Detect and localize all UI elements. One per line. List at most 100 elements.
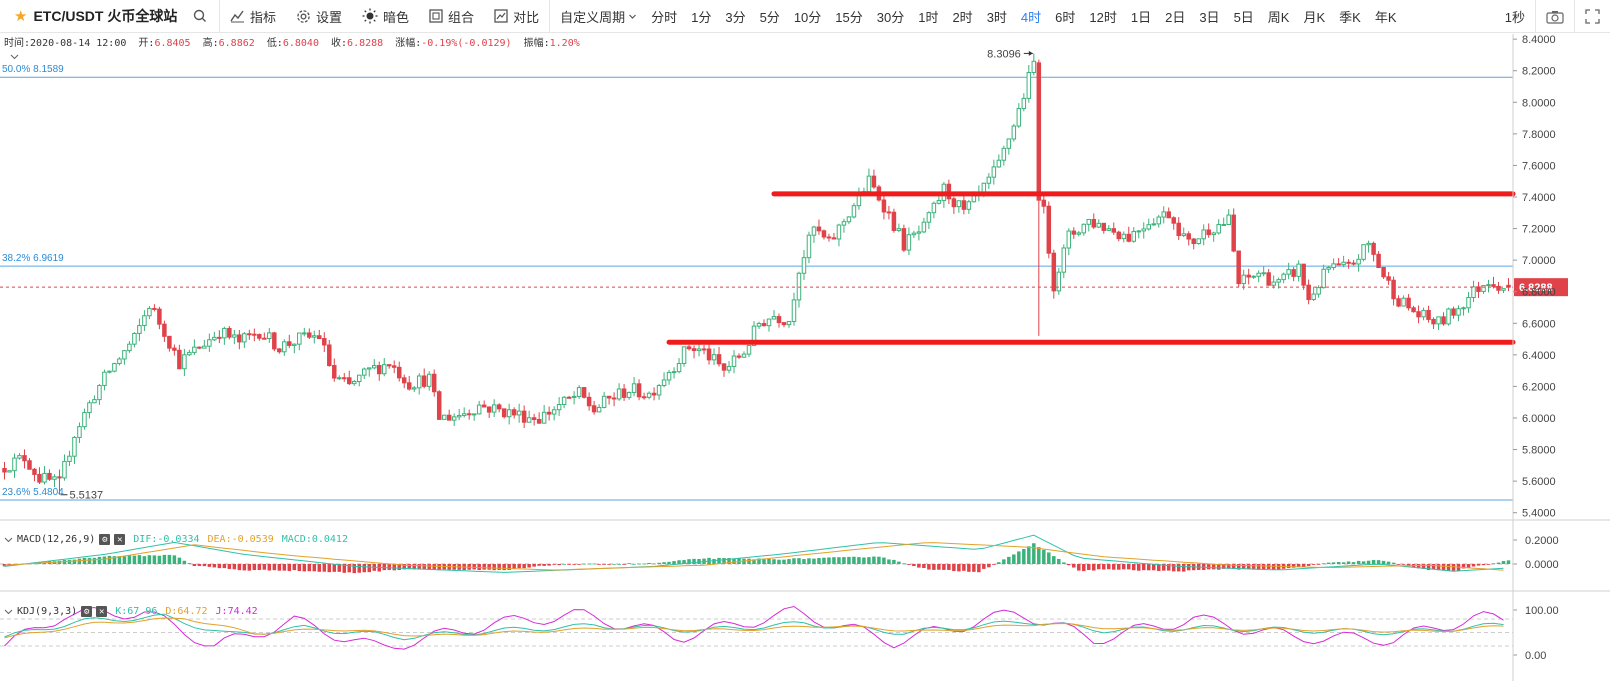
candle-body (1041, 199, 1047, 207)
dark-mode-button[interactable]: 暗色 (352, 0, 419, 33)
period-tab-10[interactable]: 4时 (1020, 9, 1042, 25)
candle-body (1286, 269, 1291, 275)
refresh-interval[interactable]: 1秒 (1495, 0, 1535, 33)
macd-settings-icon[interactable]: ⚙ (99, 534, 111, 545)
period-tab-15[interactable]: 3日 (1199, 9, 1220, 25)
search-button[interactable] (180, 0, 220, 33)
collapse-macd-icon[interactable] (4, 536, 13, 544)
candle-body (771, 316, 777, 320)
kdj-close-icon[interactable]: ✕ (96, 606, 108, 617)
indicators-button[interactable]: 指标 (220, 0, 286, 33)
screenshot-button[interactable] (1535, 0, 1574, 33)
favorite-star-icon[interactable]: ★ (14, 8, 28, 25)
period-tab-14[interactable]: 2日 (1165, 9, 1186, 25)
period-tab-6[interactable]: 30分 (876, 9, 905, 25)
macd-histogram-bar (1136, 564, 1141, 571)
macd-close-icon[interactable]: ✕ (114, 534, 126, 545)
macd-histogram-bar (97, 556, 102, 564)
custom-period-dropdown[interactable]: 自定义周期 (550, 0, 644, 33)
candle-body (446, 414, 452, 421)
macd-histogram-bar (577, 564, 581, 565)
macd-histogram-bar (337, 564, 342, 572)
candle-body (202, 345, 207, 349)
candle-body (1211, 232, 1216, 236)
period-tab-7[interactable]: 1时 (918, 9, 939, 25)
candle-body (506, 409, 512, 418)
period-tab-8[interactable]: 2时 (952, 9, 973, 25)
period-tab-2[interactable]: 3分 (725, 9, 746, 25)
period-tab-1[interactable]: 1分 (691, 9, 712, 25)
macd-histogram-bar (1211, 564, 1216, 570)
candle-body (821, 230, 827, 238)
kdj-name: KDJ(9,3,3) (17, 606, 78, 617)
candle-body (606, 395, 612, 399)
period-tab-0[interactable]: 分时 (651, 9, 678, 25)
combine-button[interactable]: 组合 (419, 0, 484, 33)
macd-histogram-bar (67, 559, 72, 564)
layout-icon (429, 9, 443, 23)
candle-body (1421, 309, 1426, 318)
period-tab-13[interactable]: 1日 (1130, 9, 1152, 25)
collapse-kdj-icon[interactable] (4, 608, 13, 616)
macd-histogram-bar (162, 554, 167, 564)
candle-body (357, 374, 362, 383)
period-tab-3[interactable]: 5分 (759, 9, 780, 25)
macd-histogram-bar (777, 559, 781, 564)
macd-histogram-bar (1156, 564, 1161, 571)
period-tab-5[interactable]: 15分 (835, 9, 863, 25)
kdj-k-value: K:67.96 (115, 606, 158, 617)
compare-button[interactable]: 对比 (484, 0, 549, 33)
macd-tick-label: 0.0000 (1525, 559, 1559, 571)
kdj-j-value: J:74.42 (215, 606, 258, 617)
candle-body (322, 338, 327, 346)
candle-body (1111, 228, 1117, 233)
period-tab-4[interactable]: 10分 (793, 9, 822, 25)
candle-body (846, 216, 852, 223)
macd-histogram-bar (547, 564, 551, 566)
candle-body (292, 343, 297, 346)
period-tab-16[interactable]: 5日 (1233, 9, 1254, 25)
period-tab-12[interactable]: 12时 (1089, 9, 1117, 25)
macd-histogram-bar (427, 564, 431, 570)
macd-histogram-bar (917, 564, 921, 568)
macd-histogram-bar (422, 564, 426, 570)
macd-histogram-bar (207, 564, 212, 567)
period-tab-17[interactable]: 周K (1267, 9, 1290, 25)
macd-histogram-bar (77, 558, 82, 564)
candle-body (986, 176, 992, 184)
period-tab-9[interactable]: 3时 (986, 9, 1007, 25)
macd-histogram-bar (502, 564, 506, 571)
price-tick-label: 6.0000 (1522, 413, 1556, 425)
symbol-selector[interactable]: ★ ETC/USDT 火币全球站 (0, 0, 180, 33)
kdj-settings-icon[interactable]: ⚙ (81, 606, 93, 617)
candle-body (1006, 138, 1012, 149)
settings-button[interactable]: 设置 (286, 0, 352, 33)
period-tab-20[interactable]: 年K (1374, 9, 1397, 25)
candle-body (531, 417, 537, 420)
fullscreen-button[interactable] (1574, 0, 1610, 33)
macd-histogram-bar (297, 564, 302, 572)
macd-histogram-bar (692, 558, 696, 564)
macd-histogram-bar (152, 555, 157, 564)
candle-body (97, 384, 102, 401)
time-value: 2020-08-14 12:00 (30, 38, 127, 49)
candle-body (1186, 233, 1191, 240)
macd-histogram-bar (762, 558, 766, 564)
candle-body (1266, 272, 1271, 286)
candle-body (277, 348, 282, 353)
macd-histogram-bar (1501, 561, 1506, 564)
collapse-info-icon[interactable] (10, 53, 19, 61)
combine-label: 组合 (448, 9, 475, 25)
period-tab-18[interactable]: 月K (1303, 9, 1326, 25)
period-tab-11[interactable]: 6时 (1055, 9, 1076, 25)
candle-body (172, 347, 177, 351)
price-tick-label: 7.2000 (1522, 224, 1556, 236)
candle-body (247, 333, 252, 336)
candle-body (1161, 211, 1166, 218)
period-tab-19[interactable]: 季K (1339, 9, 1361, 25)
price-tick-label: 7.6000 (1522, 160, 1556, 172)
macd-histogram-bar (1346, 561, 1351, 564)
candle-body (1046, 205, 1052, 254)
candle-body (1466, 297, 1471, 309)
